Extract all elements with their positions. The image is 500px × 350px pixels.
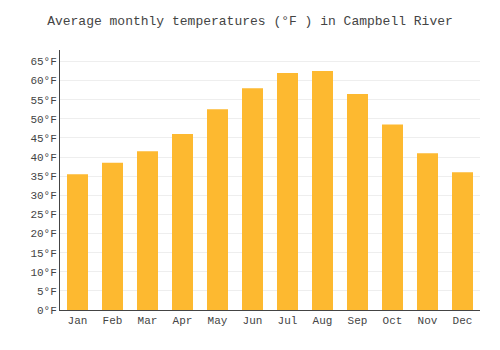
svg-text:Jun: Jun [243, 315, 263, 327]
svg-text:20°F: 20°F [30, 228, 56, 240]
svg-text:Jan: Jan [68, 315, 88, 327]
svg-text:Aug: Aug [313, 315, 333, 327]
svg-text:Dec: Dec [453, 315, 473, 327]
svg-text:10°F: 10°F [30, 267, 56, 279]
svg-text:25°F: 25°F [30, 209, 56, 221]
svg-text:Jul: Jul [278, 315, 298, 327]
svg-text:45°F: 45°F [30, 133, 56, 145]
svg-text:Nov: Nov [418, 315, 438, 327]
svg-text:0°F: 0°F [37, 305, 57, 317]
svg-text:15°F: 15°F [30, 248, 56, 260]
svg-text:May: May [208, 315, 228, 327]
svg-text:Mar: Mar [138, 315, 158, 327]
svg-text:Sep: Sep [348, 315, 368, 327]
svg-text:40°F: 40°F [30, 152, 56, 164]
svg-text:Oct: Oct [383, 315, 403, 327]
svg-text:5°F: 5°F [37, 286, 57, 298]
svg-text:50°F: 50°F [30, 114, 56, 126]
svg-text:Apr: Apr [173, 315, 193, 327]
svg-text:30°F: 30°F [30, 190, 56, 202]
svg-text:35°F: 35°F [30, 171, 56, 183]
svg-text:55°F: 55°F [30, 95, 56, 107]
svg-text:65°F: 65°F [30, 56, 56, 68]
svg-text:Average monthly temperatures (: Average monthly temperatures (°F ) in Ca… [47, 14, 453, 29]
svg-text:60°F: 60°F [30, 75, 56, 87]
svg-text:Feb: Feb [103, 315, 123, 327]
